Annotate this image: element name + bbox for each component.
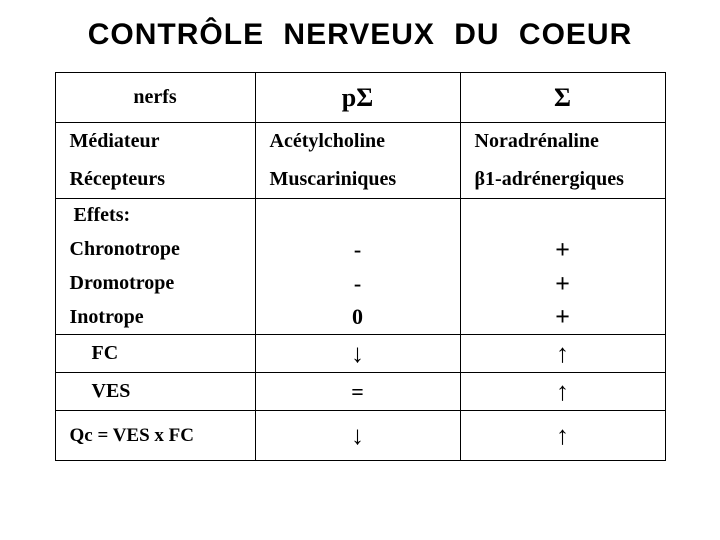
cell-chronotrope-ps: - <box>255 233 460 267</box>
header-sympathetic: Σ <box>460 73 665 123</box>
label-effets: Effets: <box>55 199 255 233</box>
label-mediateur: Médiateur <box>55 123 255 161</box>
cell-mediateur-ps: Acétylcholine <box>255 123 460 161</box>
row-inotrope: Inotrope 0 + <box>55 301 665 335</box>
row-qc: Qc = VES x FC ↓ ↑ <box>55 411 665 461</box>
cell-chronotrope-s: + <box>460 233 665 267</box>
label-fc: FC <box>55 335 255 373</box>
label-recepteurs: Récepteurs <box>55 161 255 199</box>
cell-fc-ps: ↓ <box>255 335 460 373</box>
row-ves: VES = ↑ <box>55 373 665 411</box>
cell-blank-ps <box>255 199 460 233</box>
label-dromotrope: Dromotrope <box>55 267 255 301</box>
cell-inotrope-ps: 0 <box>255 301 460 335</box>
cell-ves-s: ↑ <box>460 373 665 411</box>
label-ves: VES <box>55 373 255 411</box>
row-dromotrope: Dromotrope - + <box>55 267 665 301</box>
cell-fc-s: ↑ <box>460 335 665 373</box>
page-title: CONTRÔLE NERVEUX DU COEUR <box>0 18 720 52</box>
label-inotrope: Inotrope <box>55 301 255 335</box>
label-qc: Qc = VES x FC <box>55 411 255 461</box>
header-nerfs: nerfs <box>55 73 255 123</box>
cell-inotrope-s: + <box>460 301 665 335</box>
cell-dromotrope-s: + <box>460 267 665 301</box>
cell-qc-ps: ↓ <box>255 411 460 461</box>
nervous-control-table: nerfs pΣ Σ Médiateur Acétylcholine Norad… <box>55 72 666 461</box>
cell-ves-ps: = <box>255 373 460 411</box>
cell-recepteurs-s: β1-adrénergiques <box>460 161 665 199</box>
header-parasympathetic: pΣ <box>255 73 460 123</box>
row-mediateur: Médiateur Acétylcholine Noradrénaline <box>55 123 665 161</box>
cell-recepteurs-ps: Muscariniques <box>255 161 460 199</box>
cell-qc-s: ↑ <box>460 411 665 461</box>
cell-dromotrope-ps: - <box>255 267 460 301</box>
label-chronotrope: Chronotrope <box>55 233 255 267</box>
row-recepteurs: Récepteurs Muscariniques β1-adrénergique… <box>55 161 665 199</box>
cell-blank-s <box>460 199 665 233</box>
table-header-row: nerfs pΣ Σ <box>55 73 665 123</box>
cell-mediateur-s: Noradrénaline <box>460 123 665 161</box>
row-effets-header: Effets: <box>55 199 665 233</box>
row-chronotrope: Chronotrope - + <box>55 233 665 267</box>
row-fc: FC ↓ ↑ <box>55 335 665 373</box>
